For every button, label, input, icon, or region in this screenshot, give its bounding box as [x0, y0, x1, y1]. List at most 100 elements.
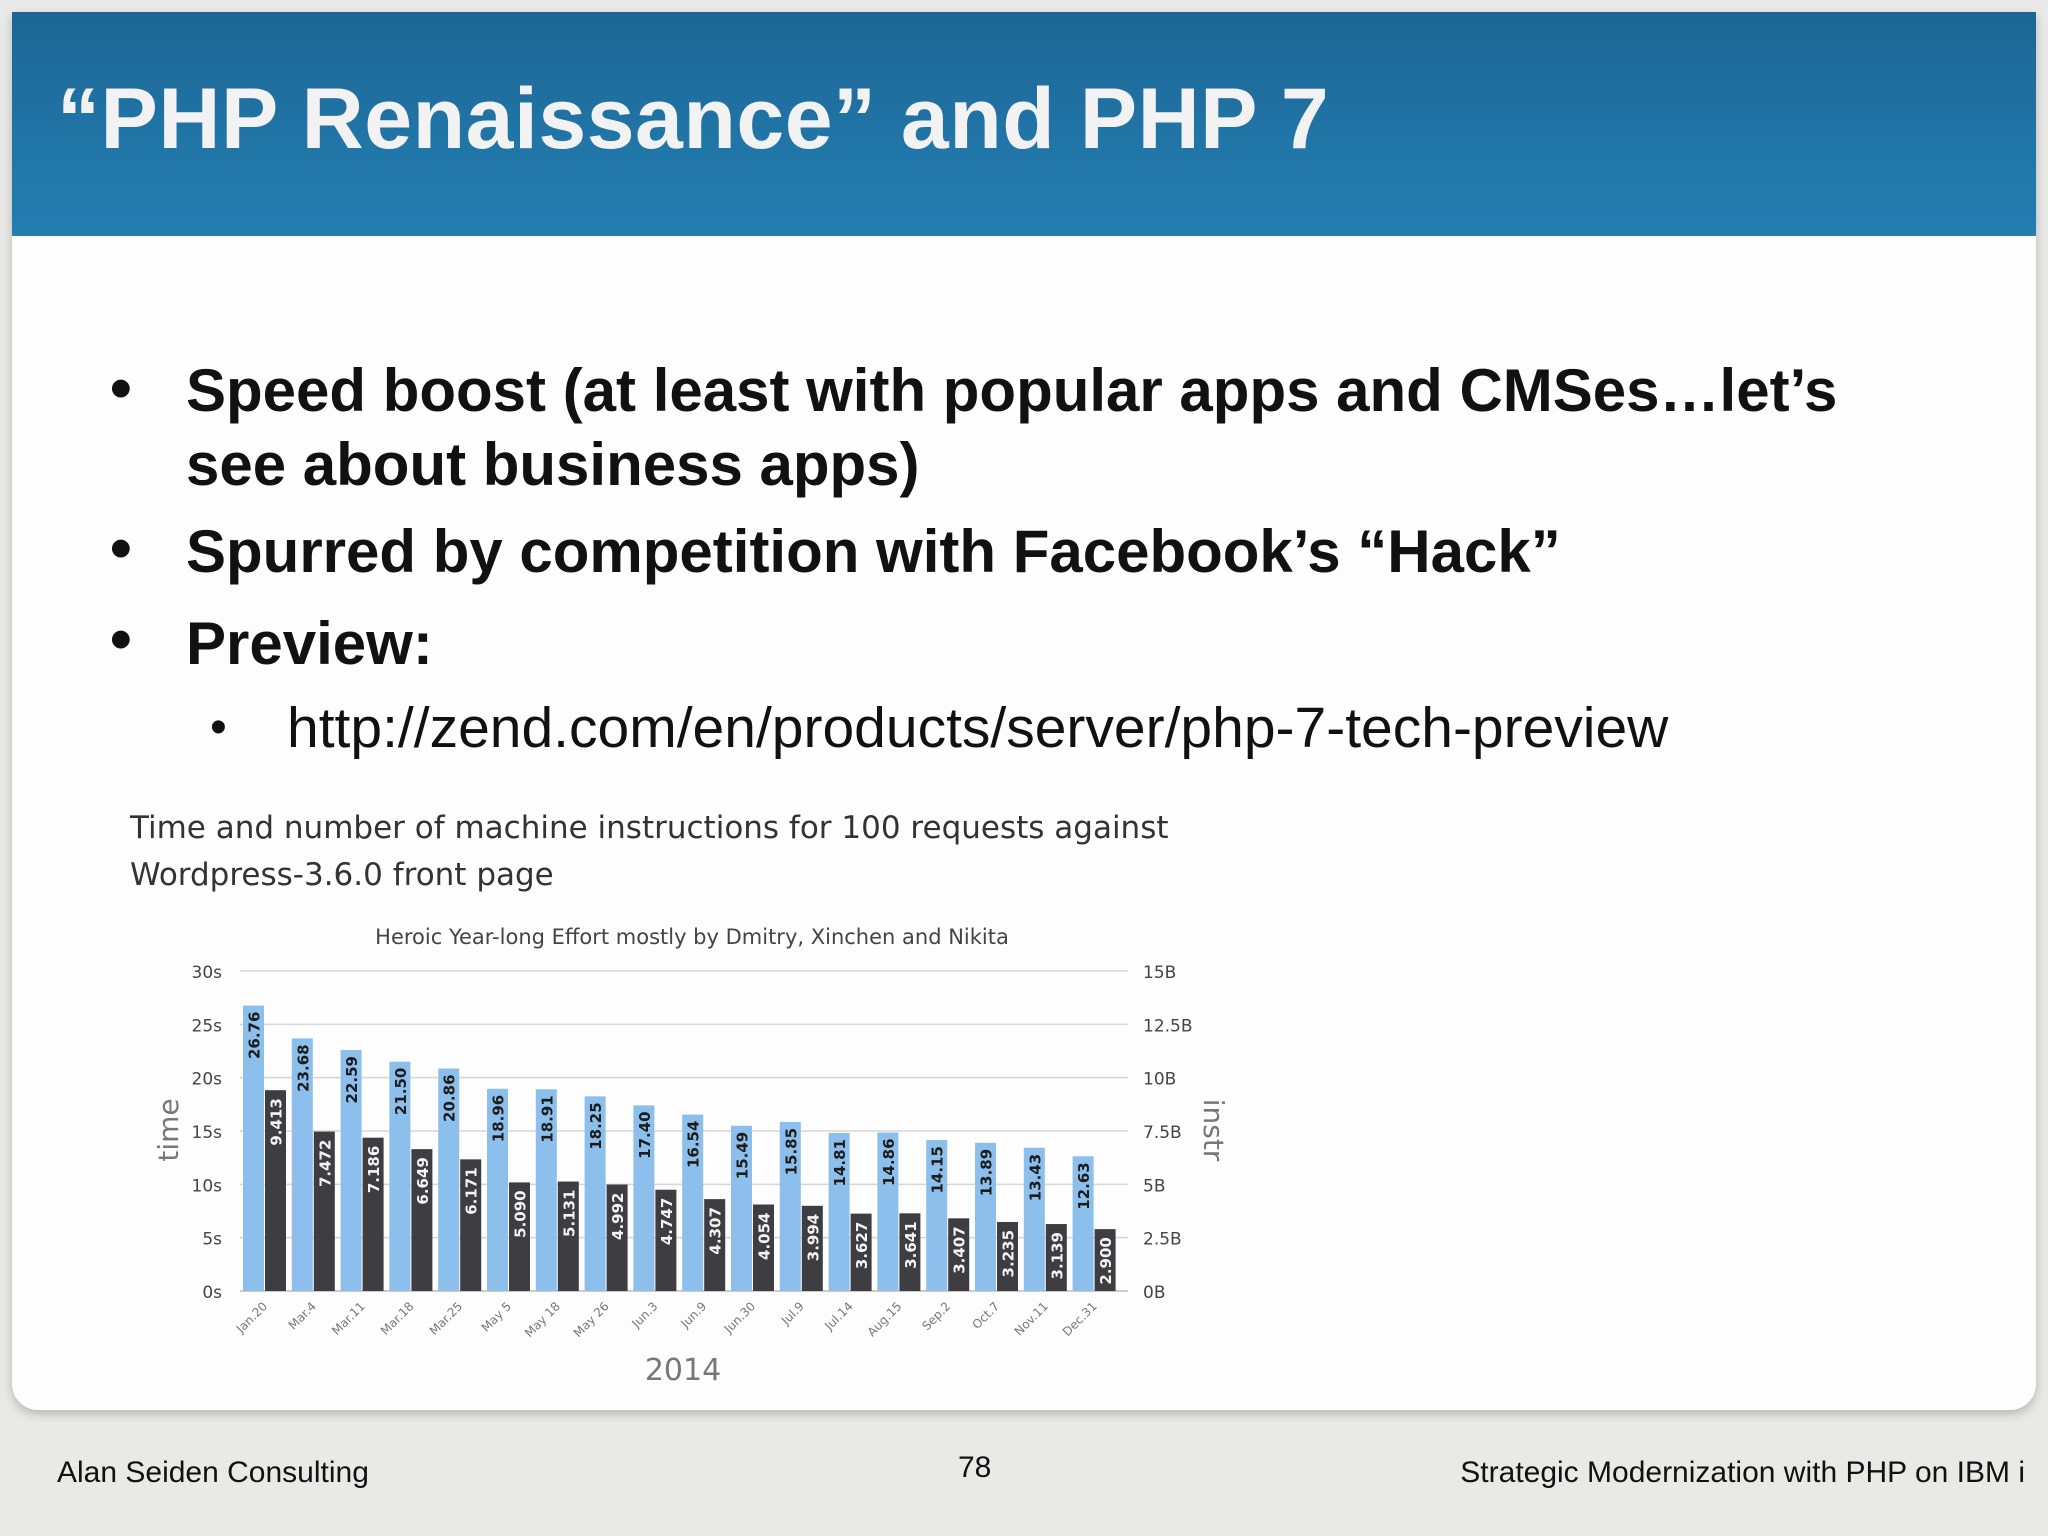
chart-caption-line1: Time and number of machine instructions …	[130, 810, 1169, 846]
title-bar: “PHP Renaissance” and PHP 7	[12, 12, 2036, 236]
instr-bar	[362, 1137, 384, 1291]
time-bar-label: 18.96	[490, 1095, 508, 1142]
x-tick-label: Jun.3	[629, 1299, 661, 1331]
time-bar	[633, 1105, 655, 1291]
instr-bar-label: 6.171	[463, 1167, 481, 1214]
instr-bar-label: 3.407	[951, 1226, 969, 1273]
instr-bar-label: 7.186	[365, 1146, 383, 1193]
time-bar-label: 26.76	[246, 1012, 264, 1059]
sub-bullet-glyph: •	[210, 701, 227, 754]
y-tick-label: 30s	[192, 963, 223, 983]
time-bar-label: 18.25	[587, 1102, 605, 1149]
x-tick-label: Jan.20	[233, 1299, 270, 1336]
time-bar	[340, 1050, 362, 1291]
y-axis-label: time	[152, 1098, 185, 1161]
time-bar-label: 17.40	[636, 1111, 654, 1158]
x-tick-label: Jul.9	[778, 1299, 807, 1328]
y-tick-label: 5s	[202, 1230, 222, 1250]
x-tick-label: Dec.31	[1060, 1299, 1100, 1339]
x-tick-label: Mar.11	[329, 1299, 368, 1338]
time-bar-label: 21.50	[392, 1068, 410, 1115]
instr-bar-label: 9.413	[268, 1098, 286, 1145]
time-bar	[731, 1125, 752, 1291]
time-bar	[975, 1142, 996, 1291]
footer-right: Strategic Modernization with PHP on IBM …	[1460, 1456, 2025, 1489]
time-bar	[291, 1038, 313, 1291]
y2-tick-label: 7.5B	[1143, 1123, 1182, 1143]
y2-tick-label: 5B	[1143, 1176, 1165, 1196]
instr-bar-label: 3.994	[804, 1214, 822, 1261]
x-tick-label: Oct.7	[969, 1299, 1002, 1332]
time-bar	[438, 1068, 460, 1291]
time-bar	[779, 1121, 801, 1291]
x-tick-label: Sep.2	[919, 1299, 953, 1333]
instr-bar	[1094, 1229, 1116, 1291]
bullet-text: Preview:	[186, 610, 433, 677]
y2-tick-label: 15B	[1143, 963, 1176, 983]
x-tick-label: Jun.30	[721, 1299, 758, 1336]
time-bar-label: 14.15	[929, 1146, 947, 1193]
time-bar	[682, 1114, 704, 1291]
instr-bar	[606, 1184, 628, 1291]
y-tick-label: 25s	[192, 1016, 223, 1036]
time-bar	[926, 1140, 948, 1291]
instr-bar-label: 7.472	[316, 1140, 334, 1187]
time-bar	[828, 1133, 850, 1291]
time-bar	[487, 1088, 508, 1291]
instr-bar	[655, 1189, 677, 1291]
time-bar-label: 12.63	[1075, 1162, 1093, 1209]
instr-bar	[313, 1131, 335, 1291]
instr-bar-label: 4.054	[756, 1213, 774, 1260]
instr-bar	[1045, 1224, 1067, 1291]
time-bar-label: 15.49	[734, 1132, 752, 1179]
x-axis-label: 2014	[645, 1353, 721, 1388]
y2-tick-label: 2.5B	[1143, 1230, 1182, 1250]
x-tick-label: May 26	[571, 1299, 612, 1340]
x-tick-label: Mar.25	[427, 1299, 466, 1338]
page-number: 78	[958, 1451, 992, 1484]
time-bar	[1072, 1156, 1094, 1291]
time-bar-label: 16.54	[685, 1121, 703, 1168]
instr-bar-label: 5.131	[560, 1190, 578, 1237]
time-bar-label: 15.85	[782, 1128, 800, 1175]
x-tick-label: May 18	[522, 1299, 563, 1340]
time-bar	[1023, 1147, 1045, 1291]
instr-bar	[801, 1205, 823, 1291]
y2-tick-label: 10B	[1143, 1070, 1176, 1090]
instr-bar-label: 4.747	[658, 1198, 676, 1245]
instr-bar	[557, 1181, 579, 1291]
instr-bar-label: 3.139	[1048, 1232, 1066, 1279]
instr-bar-label: 4.992	[609, 1193, 627, 1240]
bullet-text: Spurred by competition with Facebook’s “…	[186, 518, 1561, 585]
x-tick-label: Jul.14	[821, 1299, 855, 1333]
instr-bar-label: 6.649	[414, 1157, 432, 1204]
time-bar-label: 14.81	[831, 1139, 849, 1186]
y-tick-label: 20s	[192, 1070, 223, 1090]
instr-bar	[509, 1182, 530, 1291]
bullet-glyph: •	[110, 605, 132, 674]
time-bar	[535, 1089, 557, 1291]
zend-preview-link[interactable]: http://zend.com/en/products/server/php-7…	[287, 696, 1669, 760]
time-bar-label: 13.89	[978, 1149, 996, 1196]
bullet-glyph: •	[110, 354, 132, 423]
y2-axis-label: instr	[1197, 1099, 1230, 1162]
instr-bar-label: 3.641	[902, 1221, 920, 1268]
x-tick-label: Mar.4	[286, 1299, 319, 1332]
y2-tick-label: 0B	[1143, 1283, 1165, 1303]
x-tick-label: Jun.9	[677, 1299, 709, 1331]
instr-bar	[899, 1213, 921, 1291]
bullet-text-continued: see about business apps)	[186, 431, 920, 498]
chart-title: Heroic Year-long Effort mostly by Dmitry…	[375, 925, 1009, 949]
time-bar-label: 13.43	[1026, 1154, 1044, 1201]
time-bar-label: 20.86	[441, 1074, 459, 1121]
footer-left: Alan Seiden Consulting	[57, 1456, 369, 1489]
slide: “PHP Renaissance” and PHP 7 • Speed boos…	[12, 12, 2036, 1410]
bullet-glyph: •	[110, 514, 132, 583]
time-bar-label: 14.86	[880, 1138, 898, 1185]
time-bar-label: 18.91	[538, 1095, 556, 1142]
y-tick-label: 10s	[192, 1176, 223, 1196]
x-tick-label: Mar.18	[378, 1299, 417, 1338]
instr-bar-label: 5.090	[512, 1190, 530, 1237]
time-bar-label: 22.59	[343, 1056, 361, 1103]
instr-bar-label: 3.627	[853, 1222, 871, 1269]
